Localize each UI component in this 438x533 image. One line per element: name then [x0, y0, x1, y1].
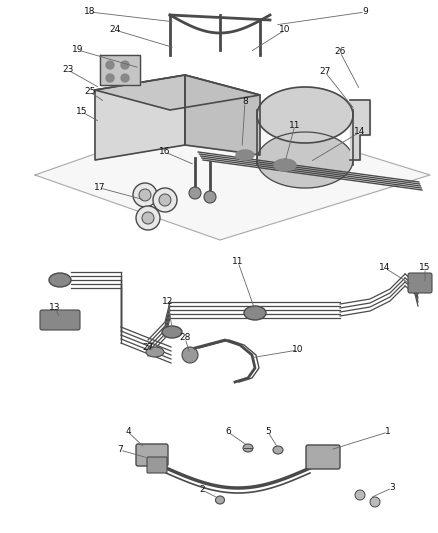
Circle shape	[355, 490, 365, 500]
Ellipse shape	[236, 150, 254, 160]
Text: 11: 11	[289, 120, 301, 130]
Circle shape	[182, 347, 198, 363]
Text: 23: 23	[62, 66, 74, 75]
Ellipse shape	[273, 446, 283, 454]
Text: 19: 19	[72, 45, 84, 54]
Text: 10: 10	[292, 345, 304, 354]
Text: 14: 14	[354, 127, 366, 136]
Circle shape	[133, 183, 157, 207]
Circle shape	[204, 191, 216, 203]
Circle shape	[121, 61, 129, 69]
Circle shape	[189, 187, 201, 199]
Text: 27: 27	[319, 68, 331, 77]
Text: 5: 5	[265, 427, 271, 437]
Text: 1: 1	[385, 427, 391, 437]
Text: 18: 18	[84, 7, 96, 17]
Ellipse shape	[49, 273, 71, 287]
Polygon shape	[257, 87, 353, 143]
Circle shape	[370, 497, 380, 507]
Ellipse shape	[146, 347, 164, 357]
Text: 15: 15	[76, 108, 88, 117]
Polygon shape	[350, 100, 370, 160]
Text: 4: 4	[125, 427, 131, 437]
Text: 27: 27	[142, 343, 154, 352]
Ellipse shape	[215, 496, 225, 504]
FancyBboxPatch shape	[306, 445, 340, 469]
Text: 2: 2	[199, 486, 205, 495]
Text: 6: 6	[225, 427, 231, 437]
Text: 7: 7	[117, 446, 123, 455]
Ellipse shape	[244, 306, 266, 320]
Text: 15: 15	[419, 263, 431, 272]
Text: 28: 28	[179, 334, 191, 343]
Ellipse shape	[274, 159, 296, 171]
Circle shape	[121, 74, 129, 82]
Text: 16: 16	[159, 148, 171, 157]
Text: 14: 14	[379, 263, 391, 272]
Polygon shape	[35, 110, 430, 240]
Circle shape	[153, 188, 177, 212]
Circle shape	[159, 194, 171, 206]
Ellipse shape	[162, 326, 182, 338]
Text: 12: 12	[162, 297, 174, 306]
Text: 25: 25	[84, 87, 95, 96]
Circle shape	[142, 212, 154, 224]
Text: 17: 17	[94, 183, 106, 192]
FancyBboxPatch shape	[147, 457, 167, 473]
Ellipse shape	[243, 444, 253, 452]
Text: 3: 3	[389, 483, 395, 492]
Text: 13: 13	[49, 303, 61, 312]
Circle shape	[106, 61, 114, 69]
Text: 8: 8	[242, 98, 248, 107]
Polygon shape	[95, 75, 260, 110]
Circle shape	[136, 206, 160, 230]
Circle shape	[106, 74, 114, 82]
Polygon shape	[100, 55, 140, 85]
Polygon shape	[95, 75, 185, 160]
Text: 11: 11	[232, 257, 244, 266]
FancyBboxPatch shape	[40, 310, 80, 330]
Polygon shape	[185, 75, 260, 155]
Text: 9: 9	[362, 7, 368, 17]
FancyBboxPatch shape	[136, 444, 168, 466]
Text: 10: 10	[279, 26, 291, 35]
FancyBboxPatch shape	[408, 273, 432, 293]
Text: 24: 24	[110, 26, 120, 35]
Polygon shape	[257, 132, 353, 188]
Circle shape	[139, 189, 151, 201]
Text: 26: 26	[334, 47, 346, 56]
